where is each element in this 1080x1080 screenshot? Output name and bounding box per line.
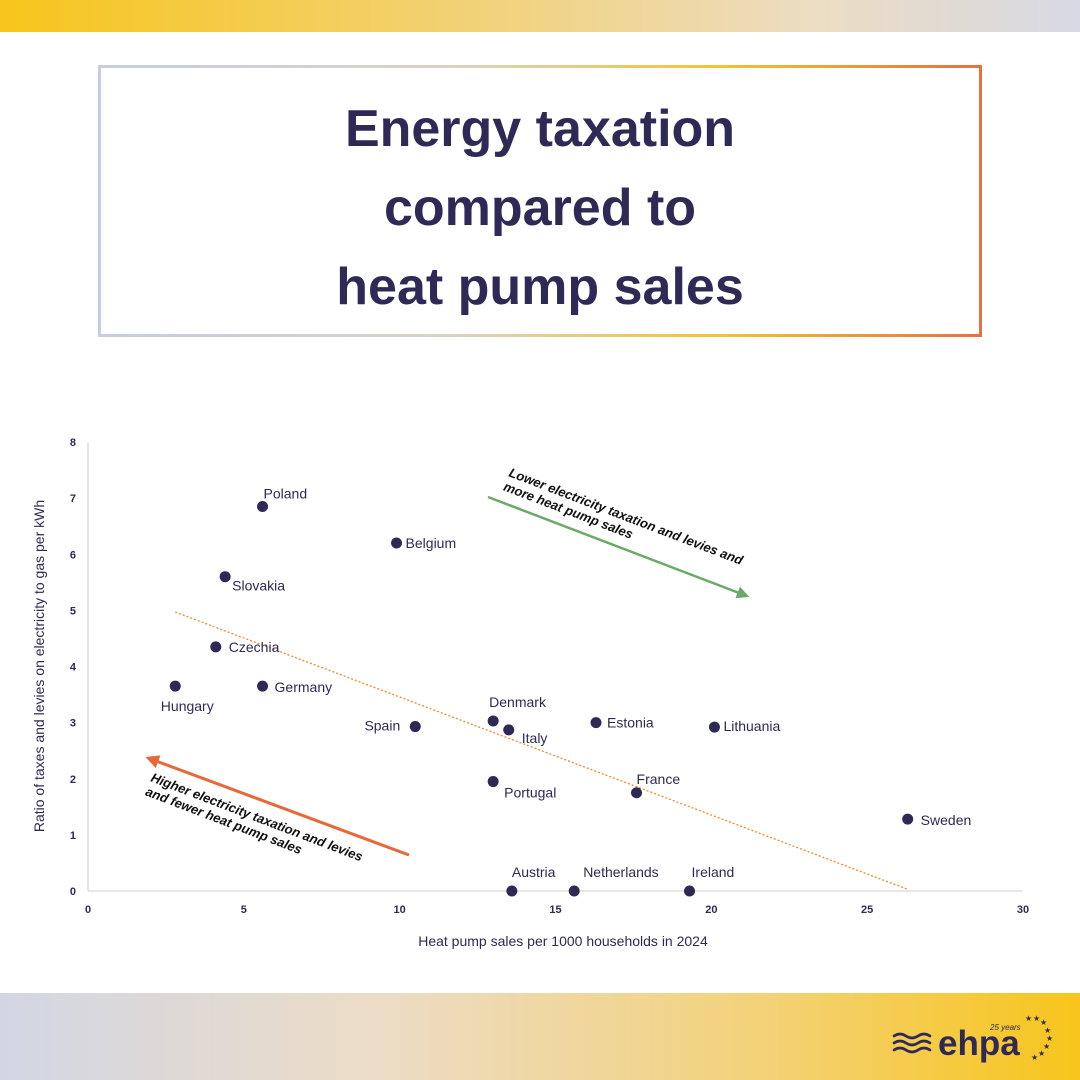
y-axis-label: Ratio of taxes and levies on electricity… <box>31 500 47 832</box>
point-czechia <box>210 641 222 653</box>
x-tick-label: 20 <box>705 904 717 916</box>
point-belgium <box>391 537 403 549</box>
svg-text:★: ★ <box>1033 1014 1040 1023</box>
point-label-sweden: Sweden <box>921 812 972 828</box>
point-lithuania <box>708 721 720 733</box>
title-frame: Energy taxation compared to heat pump sa… <box>98 65 982 337</box>
svg-text:★: ★ <box>1043 1042 1050 1051</box>
point-denmark <box>487 715 499 727</box>
title-line-2: compared to <box>383 179 697 237</box>
annotation-line: Higher electricity taxation and levies <box>149 770 365 864</box>
point-label-denmark: Denmark <box>489 694 547 710</box>
x-tick-label: 15 <box>549 904 561 916</box>
annotation-line: Lower electricity taxation and levies an… <box>507 465 746 568</box>
point-label-belgium: Belgium <box>406 535 457 551</box>
higher-taxation-arrow <box>145 755 410 857</box>
point-portugal <box>487 776 499 788</box>
svg-text:★: ★ <box>1038 1049 1045 1058</box>
y-tick-label: 0 <box>70 886 76 898</box>
svg-text:★: ★ <box>1046 1034 1053 1043</box>
svg-text:★: ★ <box>1025 1014 1032 1023</box>
point-label-slovakia: Slovakia <box>232 578 285 594</box>
point-hungary <box>169 680 181 692</box>
point-label-netherlands: Netherlands <box>583 864 659 880</box>
title-line-1: Energy taxation <box>344 100 736 158</box>
point-label-italy: Italy <box>522 730 548 746</box>
lower-taxation-arrow <box>487 495 750 599</box>
x-tick-label: 10 <box>394 904 406 916</box>
logo-text: ehpa <box>938 1024 1020 1063</box>
wave-icon <box>892 1032 932 1054</box>
point-estonia <box>590 717 602 729</box>
point-spain <box>409 721 421 733</box>
point-sweden <box>902 813 914 825</box>
x-tick-label: 30 <box>1017 904 1029 916</box>
higher-taxation-annotation: Higher electricity taxation and leviesan… <box>144 770 365 864</box>
y-tick-label: 7 <box>70 493 76 505</box>
top-gradient-band <box>0 0 1080 32</box>
x-axis-label: Heat pump sales per 1000 households in 2… <box>418 933 708 949</box>
point-netherlands <box>568 885 580 897</box>
x-tick-label: 25 <box>861 904 873 916</box>
ehpa-logo: ehpa 25 years ★ ★ ★ ★★★ ★★ <box>892 1014 1053 1063</box>
svg-text:★: ★ <box>1031 1053 1038 1062</box>
logo-tagline: 25 years <box>989 1023 1021 1032</box>
point-label-lithuania: Lithuania <box>723 718 780 734</box>
y-tick-label: 8 <box>70 437 76 449</box>
y-tick-label: 6 <box>70 549 76 561</box>
point-poland <box>257 501 269 513</box>
point-label-spain: Spain <box>364 718 400 734</box>
point-germany <box>257 680 269 692</box>
lower-taxation-annotation: Lower electricity taxation and levies an… <box>502 465 747 568</box>
point-france <box>631 787 643 799</box>
point-label-france: France <box>637 771 681 787</box>
point-austria <box>506 885 518 897</box>
y-tick-label: 2 <box>70 774 76 786</box>
svg-text:★: ★ <box>1040 1018 1047 1027</box>
point-italy <box>503 724 515 736</box>
y-tick-label: 4 <box>70 662 77 674</box>
point-label-poland: Poland <box>264 486 308 502</box>
point-label-czechia: Czechia <box>229 639 280 655</box>
point-label-ireland: Ireland <box>692 864 735 880</box>
page-title: Energy taxation compared to heat pump sa… <box>101 90 979 327</box>
y-tick-label: 5 <box>70 605 76 617</box>
point-label-portugal: Portugal <box>504 785 556 801</box>
point-slovakia <box>219 571 231 583</box>
point-ireland <box>684 885 696 897</box>
x-tick-label: 5 <box>241 904 247 916</box>
stars-icon: ★ ★ ★ ★★★ ★★ <box>1025 1014 1053 1062</box>
title-line-3: heat pump sales <box>336 258 744 316</box>
scatter-chart: 0 5 10 15 20 25 30 0 1 2 3 4 5 6 7 8 Lower electricity … <box>31 437 1029 949</box>
bottom-gradient-band <box>0 993 1080 1080</box>
point-label-estonia: Estonia <box>607 715 654 731</box>
svg-text:★: ★ <box>1044 1026 1051 1035</box>
x-tick-label: 0 <box>85 904 91 916</box>
trendline <box>175 611 908 890</box>
point-label-hungary: Hungary <box>161 698 214 714</box>
y-tick-label: 1 <box>70 830 76 842</box>
point-label-germany: Germany <box>275 679 333 695</box>
point-label-austria: Austria <box>512 864 556 880</box>
y-tick-label: 3 <box>70 718 76 730</box>
